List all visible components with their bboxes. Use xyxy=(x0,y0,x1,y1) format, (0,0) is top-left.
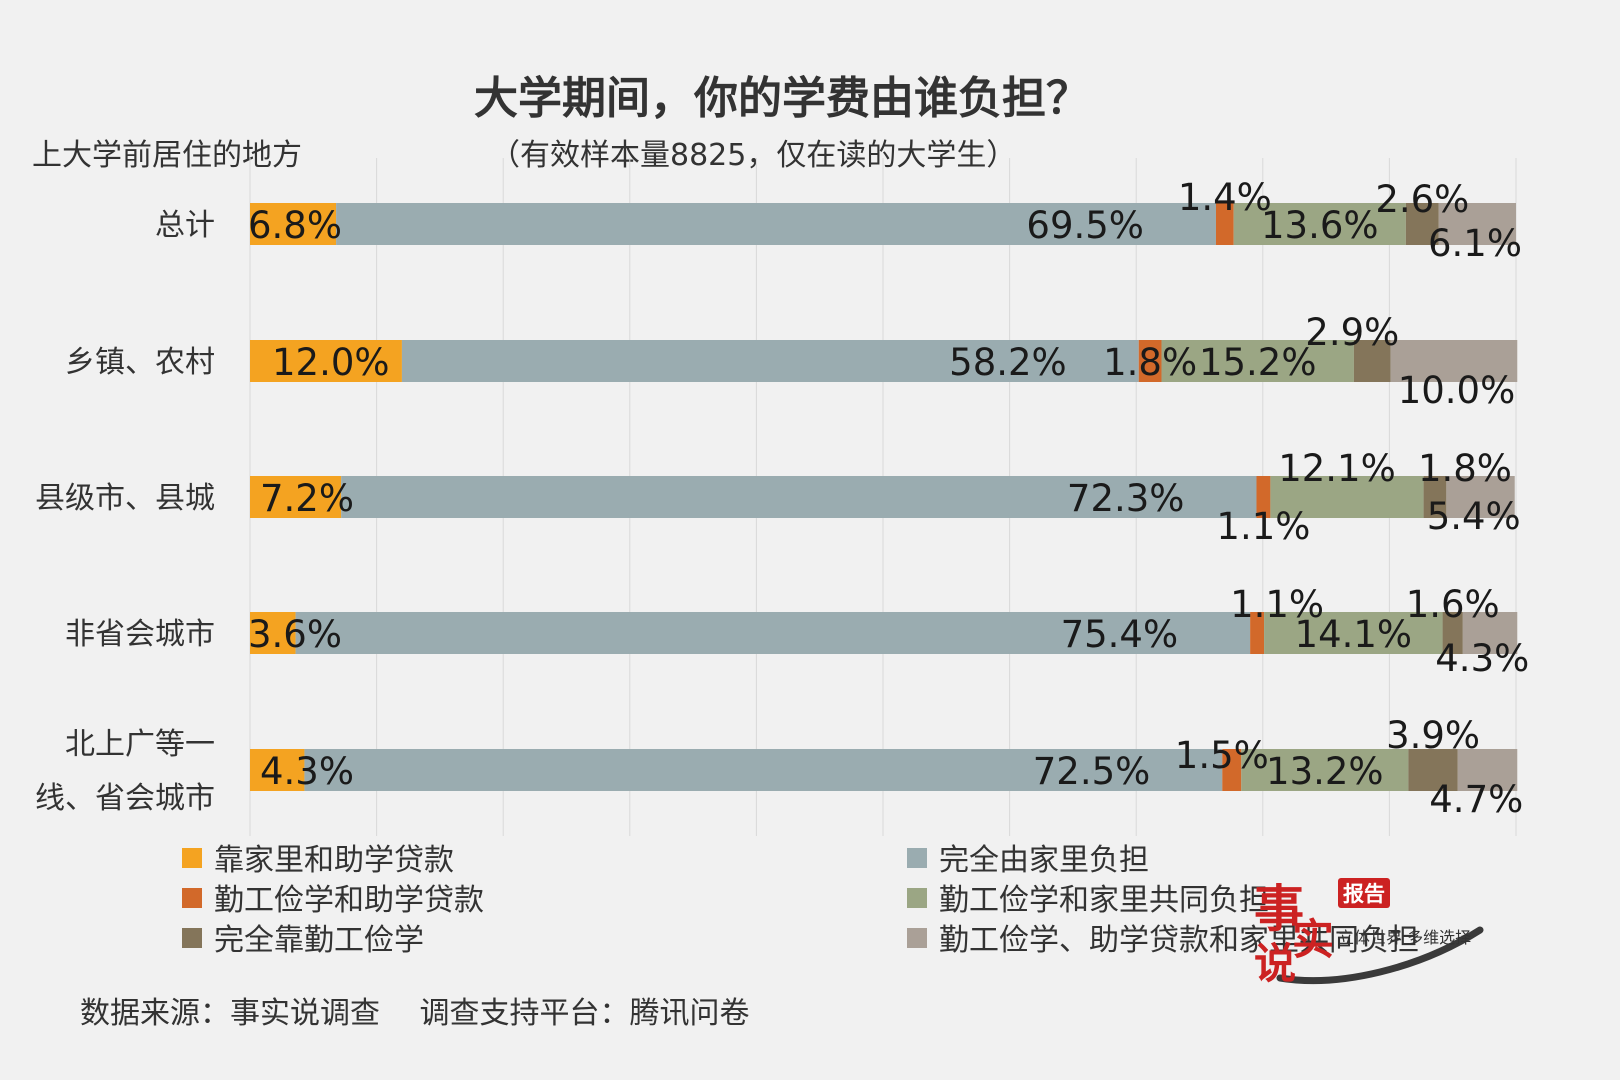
bar-segment xyxy=(250,749,305,791)
logo-badge-text: 报告 xyxy=(1343,882,1385,906)
data-label: 58.2% xyxy=(949,341,1067,384)
bar-segment xyxy=(1264,612,1443,654)
data-labels: 6.8% 69.5% 1.4%13.6%2.6%6.1% 12.0% 58.2% 1.8%… xyxy=(248,176,1529,821)
data-label: 72.3% xyxy=(1067,477,1185,520)
data-label: 75.4% xyxy=(1061,613,1179,656)
data-label: 1.1% xyxy=(1216,505,1310,548)
data-label: 1.4% xyxy=(1178,176,1272,219)
data-label: 4.3% xyxy=(260,750,354,793)
bar-segment xyxy=(1138,340,1162,382)
bar-segment xyxy=(250,476,342,518)
data-source: 数据来源：事实说调查 调查支持平台：腾讯问卷 xyxy=(80,996,750,1031)
data-label: 10.0% xyxy=(1398,369,1516,412)
y-axis-label: 上大学前居住的地方 xyxy=(32,138,302,173)
data-label: 2.6% xyxy=(1375,178,1469,221)
bar-segment xyxy=(1390,340,1518,382)
bar-segment xyxy=(1353,340,1391,382)
data-label: 3.9% xyxy=(1386,714,1480,757)
bar-segment xyxy=(336,203,1216,245)
data-label: 72.5% xyxy=(1033,750,1151,793)
data-label: 13.6% xyxy=(1261,204,1379,247)
data-label: 1.6% xyxy=(1406,583,1500,626)
category-label: 非省会城市 xyxy=(65,617,215,652)
bar-segment xyxy=(304,749,1223,791)
data-label: 1.8% xyxy=(1418,447,1512,490)
bar-segment xyxy=(1462,612,1518,654)
bar-segment xyxy=(1405,203,1439,245)
bar-segment xyxy=(1423,476,1447,518)
category-label: 总计 xyxy=(155,208,215,243)
bars xyxy=(250,203,1518,791)
chart-subtitle: （有效样本量8825，仅在读的大学生） xyxy=(490,138,1017,173)
bar-segment xyxy=(1442,612,1463,654)
bar-segment xyxy=(1250,612,1265,654)
bar-segment xyxy=(1446,476,1515,518)
logo-main-3: 实 xyxy=(1292,915,1334,964)
bar-segment xyxy=(1438,203,1516,245)
data-label: 14.1% xyxy=(1295,613,1413,656)
bar-segment xyxy=(1408,749,1458,791)
data-label: 12.1% xyxy=(1278,447,1396,490)
data-label: 1.5% xyxy=(1175,734,1269,777)
bar-segment xyxy=(250,612,296,654)
data-label: 12.0% xyxy=(272,341,390,384)
data-label: 6.8% xyxy=(248,204,342,247)
category-label: 线、省会城市 xyxy=(35,781,215,816)
bar-segment xyxy=(1457,749,1518,791)
bar-segment xyxy=(1241,749,1409,791)
data-label: 4.3% xyxy=(1435,637,1529,680)
logo-tagline: 立体世界 多维选择 xyxy=(1338,928,1471,947)
data-label: 1.1% xyxy=(1230,583,1324,626)
data-label: 1.8% xyxy=(1103,341,1197,384)
data-label: 3.6% xyxy=(248,613,342,656)
logo-main-2: 说 xyxy=(1254,939,1296,988)
bar-segment xyxy=(1233,203,1406,245)
logo-badge xyxy=(1338,878,1390,908)
bar-segment xyxy=(1161,340,1354,382)
data-label: 15.2% xyxy=(1199,341,1317,384)
data-label: 6.1% xyxy=(1428,222,1522,265)
bar-segment xyxy=(1222,749,1242,791)
bar-segment xyxy=(250,203,337,245)
chart-title: 大学期间，你的学费由谁负担？ xyxy=(474,73,1090,124)
bar-segment xyxy=(341,476,1257,518)
bar-segment xyxy=(1215,203,1234,245)
bar-segment xyxy=(1256,476,1271,518)
category-label: 乡镇、农村 xyxy=(65,345,215,380)
bar-segment xyxy=(295,612,1251,654)
data-label: 2.9% xyxy=(1305,311,1399,354)
logo-main-1: 事 xyxy=(1254,879,1304,938)
data-label: 4.7% xyxy=(1429,778,1523,821)
brand-logo: 事 说 实 报告 立体世界 多维选择 xyxy=(1254,878,1484,988)
bar-segment xyxy=(1270,476,1424,518)
bar-segment xyxy=(250,340,402,382)
category-label: 县级市、县城 xyxy=(35,481,215,516)
data-label: 7.2% xyxy=(260,477,354,520)
data-label: 69.5% xyxy=(1026,204,1144,247)
bar-segment xyxy=(401,340,1139,382)
data-label: 5.4% xyxy=(1427,495,1521,538)
data-label: 13.2% xyxy=(1266,750,1384,793)
category-label: 北上广等一 xyxy=(65,727,215,762)
